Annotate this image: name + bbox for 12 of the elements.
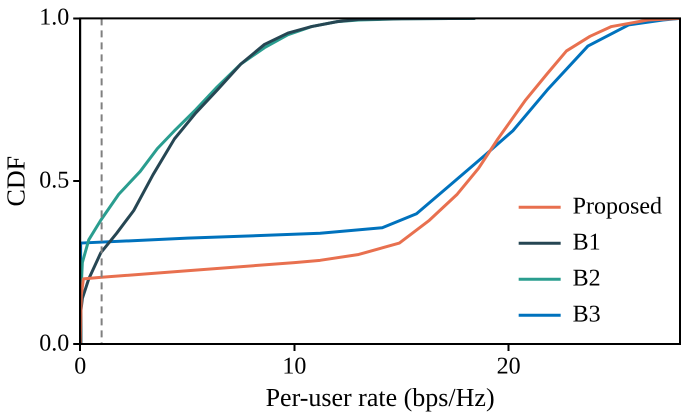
legend-label: B1	[572, 229, 601, 256]
legend-label: B2	[572, 265, 601, 292]
y-tick-label: 0.0	[39, 330, 70, 356]
x-tick-label: 20	[496, 354, 521, 380]
x-axis-title: Per-user rate (bps/Hz)	[266, 383, 495, 412]
y-tick-label: 1.0	[39, 4, 70, 31]
y-axis-title: CDF	[1, 156, 30, 206]
x-tick-label: 10	[282, 354, 306, 380]
legend-label: B3	[572, 301, 601, 328]
legend-label: Proposed	[572, 193, 662, 220]
x-tick-label: 0	[74, 354, 86, 380]
y-tick-label: 0.5	[39, 167, 70, 194]
